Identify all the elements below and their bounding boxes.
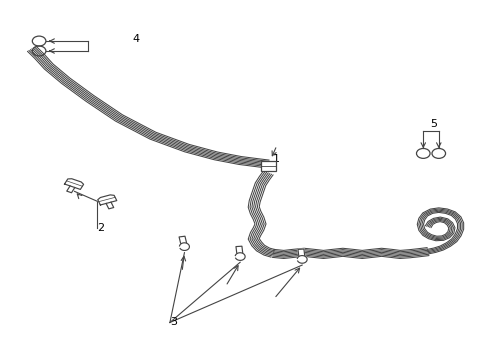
Text: 2: 2 bbox=[97, 223, 104, 233]
Polygon shape bbox=[236, 246, 243, 253]
Text: 3: 3 bbox=[170, 318, 177, 328]
Text: 1: 1 bbox=[273, 154, 280, 165]
Text: 4: 4 bbox=[133, 34, 140, 44]
Polygon shape bbox=[65, 179, 84, 189]
Polygon shape bbox=[98, 195, 117, 205]
Polygon shape bbox=[179, 243, 190, 251]
Polygon shape bbox=[106, 202, 114, 209]
Bar bbox=[261, 161, 275, 171]
Polygon shape bbox=[298, 249, 305, 256]
Polygon shape bbox=[235, 253, 245, 260]
Text: 5: 5 bbox=[430, 119, 437, 129]
Polygon shape bbox=[297, 256, 307, 263]
Polygon shape bbox=[179, 236, 187, 243]
Polygon shape bbox=[67, 186, 75, 193]
